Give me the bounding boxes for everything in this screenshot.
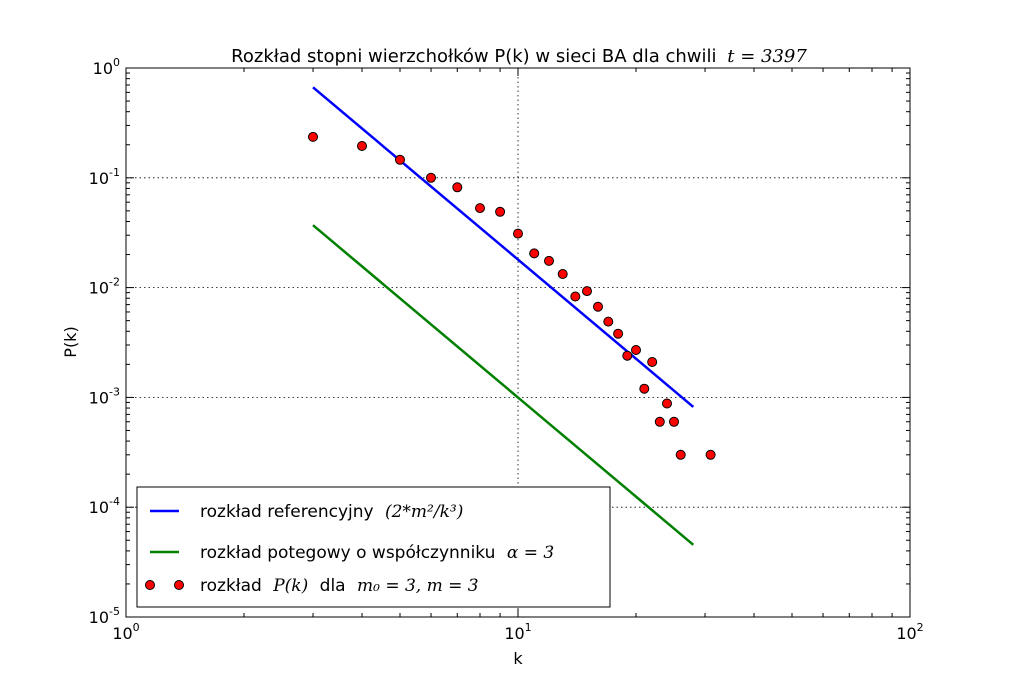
axis-ticks <box>125 67 911 618</box>
data-point <box>622 350 633 361</box>
y-tick-label: 10-2 <box>89 276 120 298</box>
data-point <box>452 182 463 193</box>
data-point <box>426 172 436 183</box>
data-point <box>593 301 603 312</box>
data-point <box>631 345 641 355</box>
x-tick-labels: 100 101 102 <box>112 621 923 643</box>
data-point <box>582 286 592 297</box>
chart-title: Rozkład stopni wierzchołków P(k) w sieci… <box>231 46 807 67</box>
y-axis-label: P(k) <box>61 326 80 357</box>
data-point <box>570 291 581 302</box>
legend-marker-empirical-1 <box>145 580 155 590</box>
data-point <box>395 154 405 165</box>
series-points <box>308 131 716 460</box>
data-point <box>529 248 540 259</box>
legend: rozkład referencyjny (2*m²/k³) rozkład p… <box>136 486 611 608</box>
data-point <box>495 206 506 217</box>
data-point <box>639 383 650 394</box>
legend-label-empirical: rozkład P(k) dla m₀ = 3, m = 3 <box>200 576 479 596</box>
legend-frame <box>136 486 611 608</box>
data-point <box>654 416 665 427</box>
y-tick-label: 10-3 <box>89 385 120 407</box>
data-point <box>603 316 614 327</box>
data-point <box>705 449 716 460</box>
data-point <box>513 228 523 239</box>
x-tick-label: 102 <box>896 621 923 643</box>
data-point <box>308 131 318 142</box>
x-tick-label: 100 <box>112 621 139 643</box>
data-point <box>669 416 679 427</box>
data-point <box>613 328 624 339</box>
y-tick-label: 10-5 <box>89 605 120 627</box>
data-point <box>544 255 554 266</box>
series-line-power-law <box>312 224 695 546</box>
data-point <box>675 449 686 460</box>
x-axis-label: k <box>513 649 523 668</box>
data-point <box>557 269 568 279</box>
x-tick-label: 101 <box>504 621 531 643</box>
data-point <box>647 357 658 367</box>
y-tick-label: 10-1 <box>89 166 120 188</box>
data-point <box>662 398 672 409</box>
legend-label-power: rozkład potegowy o współczynniku α = 3 <box>200 543 554 563</box>
y-tick-labels: 100 10-1 10-2 10-3 10-4 10-5 <box>89 56 120 627</box>
y-tick-label: 100 <box>93 56 120 78</box>
data-point <box>357 141 367 151</box>
legend-marker-empirical-2 <box>174 580 184 590</box>
data-point <box>475 203 485 214</box>
legend-label-reference: rozkład referencyjny (2*m²/k³) <box>200 502 463 522</box>
y-tick-label: 10-4 <box>89 495 120 517</box>
